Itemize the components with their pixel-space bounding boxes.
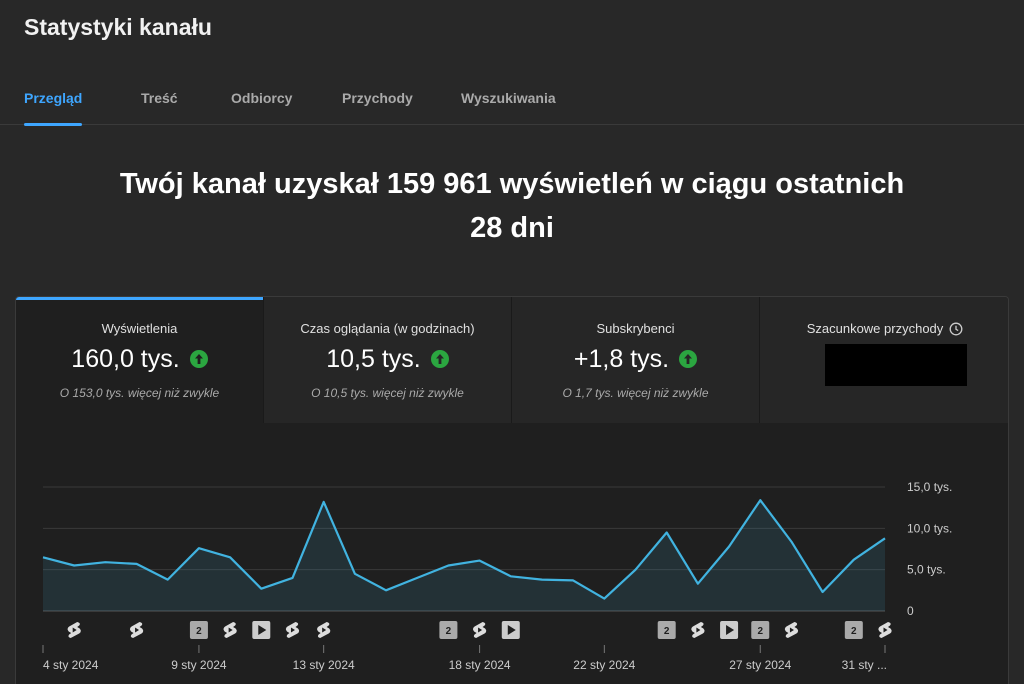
tab-przeglad[interactable]: Przegląd bbox=[24, 82, 83, 126]
metric-card-revenue[interactable]: Szacunkowe przychody bbox=[760, 297, 1008, 423]
shorts-icon bbox=[129, 622, 144, 638]
x-tick-label: 9 sty 2024 bbox=[171, 658, 227, 672]
shorts-icon-play bbox=[322, 627, 327, 633]
video-count-badge bbox=[439, 621, 458, 639]
shorts-icon bbox=[317, 622, 331, 638]
x-tick-label: 18 sty 2024 bbox=[449, 658, 511, 672]
metric-card-views[interactable]: Wyświetlenia 160,0 tys. O 153,0 tys. wię… bbox=[16, 297, 264, 423]
metric-label: Subskrybenci bbox=[596, 321, 675, 336]
metric-label: Czas oglądania (w godzinach) bbox=[300, 321, 475, 336]
metric-value-row: +1,8 tys. bbox=[512, 343, 759, 375]
views-chart: 15,0 tys. 10,0 tys. 5,0 tys. 0 2 2 2 2 2 4 sty 20… bbox=[42, 480, 952, 672]
video-count-label: 2 bbox=[757, 626, 763, 637]
redacted-revenue-value bbox=[825, 344, 967, 386]
video-count-badge bbox=[189, 621, 208, 639]
metric-comparison: O 153,0 tys. więcej niż zwykle bbox=[59, 386, 220, 400]
shorts-icon-play bbox=[789, 627, 794, 633]
shorts-icon bbox=[784, 622, 799, 638]
headline-line-1: Twój kanał uzyskał 159 961 wyświetleń w … bbox=[119, 168, 905, 200]
tab-przychody[interactable]: Przychody bbox=[342, 90, 413, 106]
video-count-label: 2 bbox=[851, 626, 857, 637]
x-tick-label: 13 sty 2024 bbox=[293, 658, 355, 672]
clock-icon bbox=[949, 322, 963, 336]
y-tick-label: 0 bbox=[907, 604, 914, 618]
shorts-icon bbox=[67, 622, 81, 638]
shorts-icon-play bbox=[883, 627, 888, 633]
shorts-icon-play bbox=[478, 627, 483, 633]
metric-cards: Wyświetlenia 160,0 tys. O 153,0 tys. wię… bbox=[16, 297, 1008, 423]
arrow-up-icon bbox=[679, 350, 698, 368]
metric-value-row: 160,0 tys. bbox=[16, 343, 263, 375]
revenue-label-group: Szacunkowe przychody bbox=[807, 321, 964, 336]
shorts-icon bbox=[878, 622, 892, 638]
metric-card-watch-time[interactable]: Czas oglądania (w godzinach) 10,5 tys. O… bbox=[264, 297, 512, 423]
y-tick-label: 5,0 tys. bbox=[907, 563, 946, 577]
y-tick-label: 10,0 tys. bbox=[907, 521, 952, 535]
metric-comparison: O 1,7 tys. więcej niż zwykle bbox=[562, 386, 709, 400]
arrow-up-icon bbox=[430, 350, 449, 368]
tab-bar: Przegląd Treść Odbiorcy Przychody Wyszuk… bbox=[0, 82, 1024, 126]
arrow-up-icon bbox=[189, 350, 208, 368]
views-area bbox=[43, 500, 885, 611]
video-count-label: 2 bbox=[196, 626, 202, 637]
play-icon bbox=[507, 625, 516, 635]
x-tick-label: 4 sty 2024 bbox=[43, 658, 99, 672]
y-tick-label: 15,0 tys. bbox=[907, 480, 952, 494]
shorts-icon bbox=[285, 622, 300, 638]
video-count-badge bbox=[844, 621, 863, 639]
shorts-icon bbox=[223, 622, 237, 638]
video-count-badge bbox=[657, 621, 676, 639]
shorts-icon-play bbox=[72, 627, 77, 633]
play-icon bbox=[726, 625, 735, 635]
x-tick-label: 22 sty 2024 bbox=[573, 658, 635, 672]
metric-comparison: O 10,5 tys. więcej niż zwykle bbox=[311, 386, 464, 400]
metric-label: Wyświetlenia bbox=[101, 321, 178, 336]
views-line bbox=[42, 499, 886, 600]
shorts-icon bbox=[472, 622, 487, 638]
tab-wyszukiwania[interactable]: Wyszukiwania bbox=[461, 90, 556, 106]
x-tick-label: 31 sty ... bbox=[842, 658, 887, 672]
tab-odbiorcy[interactable]: Odbiorcy bbox=[231, 90, 293, 106]
metric-value: +1,8 tys. bbox=[573, 344, 670, 373]
shorts-icon-play bbox=[228, 627, 233, 633]
shorts-icon bbox=[691, 622, 705, 638]
metric-label: Szacunkowe przychody bbox=[806, 321, 944, 336]
shorts-icon-play bbox=[696, 627, 701, 633]
metric-label-row: Szacunkowe przychody bbox=[760, 321, 1008, 336]
metric-card-subscribers[interactable]: Subskrybenci +1,8 tys. O 1,7 tys. więcej… bbox=[512, 297, 760, 423]
metric-value: 160,0 tys. bbox=[71, 344, 180, 373]
metric-value-row: 10,5 tys. bbox=[264, 343, 511, 375]
headline-line-2: 28 dni bbox=[470, 212, 554, 244]
video-count-label: 2 bbox=[664, 626, 670, 637]
shorts-icon-play bbox=[135, 627, 140, 633]
metric-value: 10,5 tys. bbox=[326, 344, 421, 373]
x-tick-label: 27 sty 2024 bbox=[729, 658, 791, 672]
analytics-card: Wyświetlenia 160,0 tys. O 153,0 tys. wię… bbox=[15, 296, 1009, 684]
tab-tresc[interactable]: Treść bbox=[141, 90, 178, 106]
views-headline: Twój kanał uzyskał 159 961 wyświetleń w … bbox=[0, 162, 1024, 250]
play-icon bbox=[258, 625, 267, 635]
video-count-label: 2 bbox=[446, 626, 452, 637]
page-title: Statystyki kanału bbox=[24, 14, 212, 40]
video-count-badge bbox=[751, 621, 770, 639]
shorts-icon-play bbox=[290, 627, 295, 633]
